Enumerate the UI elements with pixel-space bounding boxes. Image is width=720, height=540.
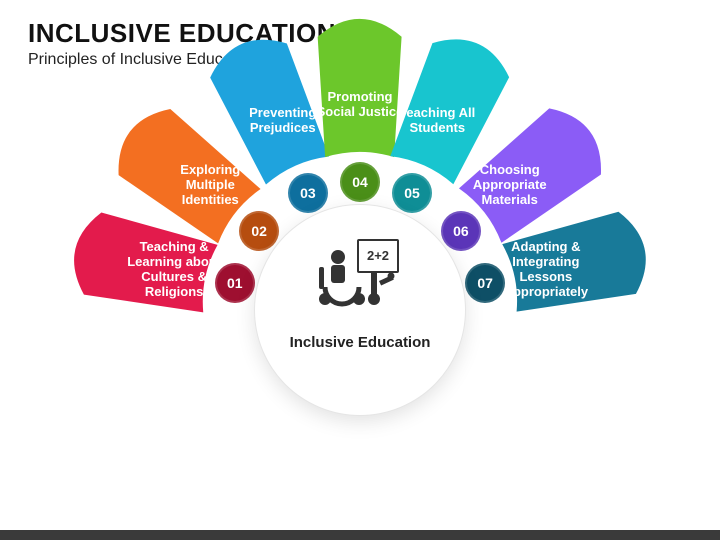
svg-text:2+2: 2+2 — [366, 248, 388, 263]
diagram-stage: Teaching & Learning about Cultures & Rel… — [0, 60, 720, 528]
center-circle: 2+2 Inclusive Education — [255, 205, 465, 415]
inclusive-education-icon: 2+2 — [313, 237, 408, 317]
center-label: Inclusive Education — [290, 334, 431, 351]
petal-label-07: Adapting & Integrating Lessons Appropria… — [488, 240, 603, 300]
footer-bar — [0, 530, 720, 540]
